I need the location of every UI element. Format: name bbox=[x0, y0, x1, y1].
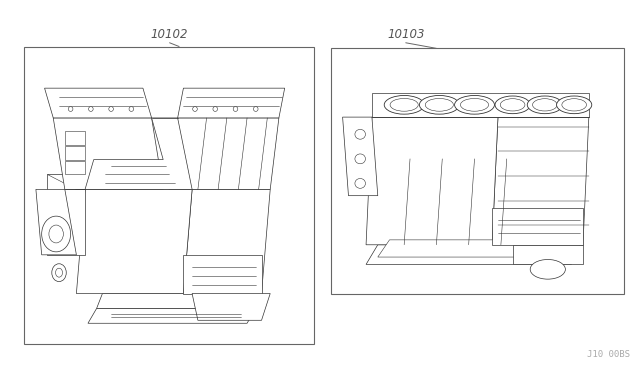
Ellipse shape bbox=[355, 179, 365, 188]
Ellipse shape bbox=[88, 107, 93, 111]
Ellipse shape bbox=[49, 225, 63, 243]
Polygon shape bbox=[178, 88, 285, 118]
Polygon shape bbox=[47, 174, 85, 255]
Text: 10103: 10103 bbox=[387, 28, 424, 41]
Polygon shape bbox=[169, 118, 279, 189]
Ellipse shape bbox=[109, 107, 113, 111]
Polygon shape bbox=[366, 117, 498, 245]
Ellipse shape bbox=[233, 107, 238, 111]
Ellipse shape bbox=[68, 107, 73, 111]
Polygon shape bbox=[47, 174, 85, 189]
Ellipse shape bbox=[532, 99, 557, 111]
Polygon shape bbox=[88, 308, 256, 323]
Ellipse shape bbox=[530, 260, 565, 279]
Polygon shape bbox=[184, 255, 262, 294]
Polygon shape bbox=[65, 131, 85, 145]
Polygon shape bbox=[378, 240, 583, 257]
Polygon shape bbox=[372, 93, 589, 117]
Ellipse shape bbox=[193, 107, 197, 111]
Polygon shape bbox=[97, 294, 262, 308]
Ellipse shape bbox=[454, 96, 495, 114]
Ellipse shape bbox=[253, 107, 258, 111]
Ellipse shape bbox=[419, 96, 460, 114]
Ellipse shape bbox=[129, 107, 134, 111]
Ellipse shape bbox=[557, 96, 592, 114]
Bar bbox=[331, 48, 624, 294]
Ellipse shape bbox=[425, 99, 453, 111]
Ellipse shape bbox=[562, 99, 586, 111]
Polygon shape bbox=[184, 189, 270, 294]
Polygon shape bbox=[65, 161, 85, 174]
Polygon shape bbox=[492, 117, 589, 245]
Ellipse shape bbox=[56, 268, 63, 277]
Ellipse shape bbox=[527, 96, 563, 114]
Polygon shape bbox=[45, 88, 152, 118]
Ellipse shape bbox=[500, 99, 525, 111]
Polygon shape bbox=[65, 146, 85, 160]
Polygon shape bbox=[85, 118, 192, 189]
Bar bbox=[24, 46, 314, 344]
Polygon shape bbox=[36, 189, 76, 255]
Polygon shape bbox=[76, 189, 192, 294]
Ellipse shape bbox=[390, 99, 418, 111]
Ellipse shape bbox=[52, 264, 67, 282]
Ellipse shape bbox=[355, 154, 365, 164]
Polygon shape bbox=[513, 245, 583, 264]
Ellipse shape bbox=[384, 96, 424, 114]
Ellipse shape bbox=[213, 107, 218, 111]
Text: 10102: 10102 bbox=[151, 28, 188, 41]
Polygon shape bbox=[366, 245, 583, 264]
Polygon shape bbox=[492, 208, 583, 245]
Ellipse shape bbox=[495, 96, 530, 114]
Polygon shape bbox=[192, 294, 270, 320]
Ellipse shape bbox=[42, 216, 70, 252]
Ellipse shape bbox=[460, 99, 488, 111]
Polygon shape bbox=[53, 118, 163, 189]
Ellipse shape bbox=[355, 129, 365, 139]
Text: J10 00BS: J10 00BS bbox=[588, 350, 630, 359]
Polygon shape bbox=[342, 117, 378, 196]
